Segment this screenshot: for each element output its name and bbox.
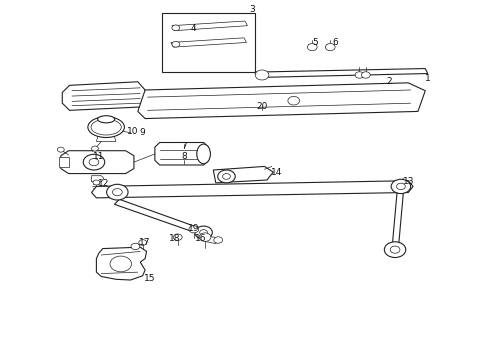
Polygon shape	[115, 199, 205, 235]
Text: 6: 6	[332, 38, 338, 47]
Circle shape	[218, 170, 235, 183]
Text: 5: 5	[313, 38, 318, 47]
Circle shape	[92, 146, 98, 151]
Circle shape	[110, 256, 131, 272]
Circle shape	[200, 230, 207, 235]
Text: 11: 11	[93, 152, 104, 161]
Circle shape	[173, 234, 182, 240]
Text: 8: 8	[181, 152, 187, 161]
Text: 15: 15	[144, 274, 156, 283]
Text: 2: 2	[386, 77, 392, 86]
Polygon shape	[97, 247, 147, 280]
Circle shape	[199, 233, 211, 242]
Circle shape	[139, 240, 147, 246]
Bar	[162, 13, 255, 72]
Text: 18: 18	[169, 234, 180, 243]
Polygon shape	[205, 237, 218, 244]
Circle shape	[83, 154, 105, 170]
Circle shape	[222, 174, 230, 179]
Circle shape	[396, 183, 405, 190]
Circle shape	[89, 158, 99, 166]
Ellipse shape	[88, 117, 124, 138]
Circle shape	[255, 70, 269, 80]
Circle shape	[214, 237, 222, 243]
Text: 3: 3	[249, 5, 255, 14]
Text: 7: 7	[181, 141, 187, 150]
Circle shape	[195, 226, 212, 239]
Circle shape	[384, 242, 406, 257]
Circle shape	[391, 179, 411, 194]
Polygon shape	[61, 151, 134, 174]
Polygon shape	[97, 136, 116, 141]
Polygon shape	[255, 68, 428, 77]
Circle shape	[325, 44, 335, 51]
Ellipse shape	[197, 144, 210, 164]
Ellipse shape	[91, 119, 121, 135]
Polygon shape	[172, 21, 247, 31]
Circle shape	[57, 147, 64, 152]
Text: 10: 10	[127, 127, 139, 136]
Polygon shape	[62, 82, 145, 111]
Circle shape	[172, 25, 180, 31]
Circle shape	[355, 72, 364, 78]
Text: 16: 16	[196, 234, 207, 243]
Circle shape	[390, 246, 400, 253]
Circle shape	[288, 96, 299, 105]
Text: 17: 17	[139, 238, 151, 247]
Text: 14: 14	[271, 168, 282, 177]
Circle shape	[107, 184, 128, 200]
Text: 20: 20	[256, 102, 268, 111]
Text: 4: 4	[191, 24, 196, 33]
Polygon shape	[213, 166, 273, 183]
Circle shape	[362, 72, 370, 78]
Ellipse shape	[98, 116, 115, 123]
Polygon shape	[59, 157, 69, 167]
Circle shape	[113, 189, 122, 196]
Circle shape	[189, 226, 199, 233]
Polygon shape	[171, 38, 246, 47]
Text: 19: 19	[188, 224, 199, 233]
Circle shape	[131, 243, 140, 249]
Text: 1: 1	[425, 74, 431, 83]
Text: 13: 13	[402, 177, 414, 186]
Circle shape	[93, 180, 100, 185]
Polygon shape	[138, 83, 425, 118]
Polygon shape	[92, 176, 104, 182]
Text: 9: 9	[140, 129, 146, 138]
Polygon shape	[155, 143, 208, 165]
Circle shape	[307, 44, 317, 51]
Circle shape	[172, 41, 180, 47]
Polygon shape	[92, 181, 413, 198]
Text: 12: 12	[98, 179, 109, 188]
Polygon shape	[392, 193, 403, 247]
